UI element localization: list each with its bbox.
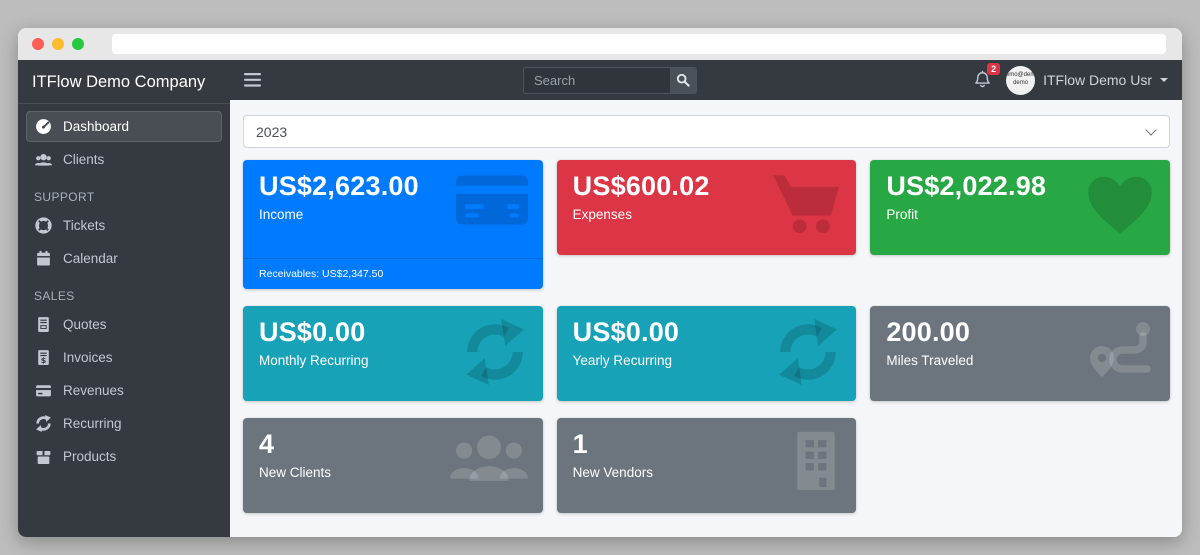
search-icon: [676, 73, 690, 87]
user-menu[interactable]: demo@demo demo ITFlow Demo Usr: [1006, 65, 1168, 95]
dashboard-content: 2023 US$2,623.00 Income: [230, 100, 1182, 537]
sidebar-item-label: Calendar: [63, 251, 118, 266]
chevron-down-icon: [1160, 78, 1168, 86]
avatar: demo@demo demo: [1006, 65, 1036, 95]
sidebar-item-label: Quotes: [63, 317, 107, 332]
sidebar-item-quotes[interactable]: Quotes: [26, 309, 222, 340]
sidebar-item-label: Invoices: [63, 350, 113, 365]
route-icon: [1089, 322, 1151, 377]
profit-value: US$2,022.98: [886, 171, 1047, 201]
box-icon: [36, 450, 51, 464]
expenses-card[interactable]: US$600.02 Expenses: [556, 160, 857, 255]
notification-count-badge: 2: [987, 62, 1001, 76]
sidebar-item-label: Tickets: [63, 218, 106, 233]
year-select-wrap: 2023: [243, 115, 1170, 148]
hamburger-icon: [244, 73, 261, 87]
sidebar-item-label: Clients: [63, 152, 105, 167]
stat-cards-grid: US$2,623.00 Income Receivables: US$2,347…: [243, 160, 1170, 513]
year-select[interactable]: 2023: [243, 115, 1170, 148]
sync-icon: [36, 415, 51, 432]
svg-text:$: $: [41, 356, 47, 365]
new-vendors-label: New Vendors: [572, 465, 653, 480]
monthly-recurring-label: Monthly Recurring: [259, 353, 369, 368]
sidebar-item-tickets[interactable]: Tickets: [26, 210, 222, 241]
users-icon: [35, 153, 52, 166]
maximize-window-button[interactable]: [72, 38, 84, 50]
sidebar-item-revenues[interactable]: Revenues: [26, 375, 222, 406]
sidebar-item-products[interactable]: Products: [26, 441, 222, 472]
browser-window: ITFlow Demo Company Dashboard: [18, 28, 1182, 537]
sidebar-item-dashboard[interactable]: Dashboard: [26, 111, 222, 142]
sidebar-item-calendar[interactable]: Calendar: [26, 243, 222, 274]
address-bar[interactable]: [112, 34, 1166, 54]
shopping-cart-icon: [773, 175, 840, 234]
yearly-recurring-value: US$0.00: [572, 317, 680, 347]
profit-label: Profit: [886, 207, 918, 222]
yearly-recurring-label: Yearly Recurring: [572, 353, 672, 368]
sidebar-item-label: Recurring: [63, 416, 122, 431]
life-ring-icon: [35, 217, 52, 234]
sidebar-item-label: Products: [63, 449, 117, 464]
profit-card[interactable]: US$2,022.98 Profit: [870, 160, 1170, 255]
income-receivables: Receivables: US$2,347.50: [243, 258, 543, 289]
search-input[interactable]: [523, 66, 670, 94]
search-button[interactable]: [670, 66, 697, 94]
new-clients-card[interactable]: 4 New Clients: [243, 418, 543, 513]
sidebar-item-label: Revenues: [63, 383, 124, 398]
new-clients-label: New Clients: [259, 465, 332, 480]
income-value: US$2,623.00: [259, 171, 419, 201]
sync-icon: [779, 319, 838, 385]
credit-card-icon: [36, 385, 51, 397]
sidebar-item-recurring[interactable]: Recurring: [26, 408, 222, 439]
sync-icon: [465, 319, 524, 385]
building-icon: [797, 431, 836, 491]
monthly-recurring-card[interactable]: US$0.00 Monthly Recurring: [243, 306, 543, 401]
new-clients-value: 4: [259, 429, 275, 459]
file-invoice-icon: [38, 317, 49, 332]
sidebar-item-label: Dashboard: [63, 119, 130, 134]
income-label: Income: [259, 207, 304, 222]
top-navbar: 2 demo@demo demo ITFlow Demo Usr: [230, 60, 1182, 100]
sidebar-section-header: SALES: [34, 289, 75, 303]
yearly-recurring-card[interactable]: US$0.00 Yearly Recurring: [556, 306, 857, 401]
users-icon: [449, 435, 528, 481]
miles-traveled-value: 200.00: [886, 317, 971, 347]
minimize-window-button[interactable]: [52, 38, 64, 50]
new-vendors-value: 1: [572, 429, 588, 459]
brand-title[interactable]: ITFlow Demo Company: [18, 60, 230, 104]
heart-icon: [1088, 176, 1152, 234]
miles-traveled-card[interactable]: 200.00 Miles Traveled: [870, 306, 1170, 401]
sidebar-section-header: SUPPORT: [34, 190, 95, 204]
expenses-value: US$600.02: [572, 171, 710, 201]
browser-chrome: [18, 28, 1182, 60]
sidebar: ITFlow Demo Company Dashboard: [18, 60, 230, 537]
notifications-button[interactable]: 2: [974, 62, 1001, 93]
user-name: ITFlow Demo Usr: [1043, 72, 1152, 88]
search-box: [523, 66, 697, 94]
new-vendors-card[interactable]: 1 New Vendors: [556, 418, 857, 513]
sidebar-item-clients[interactable]: Clients: [26, 144, 222, 175]
income-card[interactable]: US$2,623.00 Income Receivables: US$2,347…: [243, 160, 543, 289]
sidebar-toggle-button[interactable]: [244, 73, 261, 87]
sidebar-item-invoices[interactable]: $ Invoices: [26, 342, 222, 373]
expenses-label: Expenses: [572, 207, 632, 222]
sidebar-nav: Dashboard Clients SUPPORT: [18, 104, 230, 481]
monthly-recurring-value: US$0.00: [259, 317, 366, 347]
bell-icon: [975, 70, 991, 87]
close-window-button[interactable]: [32, 38, 44, 50]
tachometer-icon: [36, 119, 51, 134]
miles-traveled-label: Miles Traveled: [886, 353, 974, 368]
credit-card-icon: [455, 175, 528, 225]
calendar-icon: [37, 250, 50, 266]
file-invoice-dollar-icon: $: [38, 350, 49, 365]
